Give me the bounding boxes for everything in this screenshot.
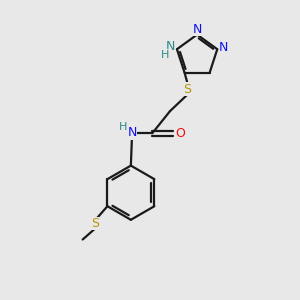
Text: N: N bbox=[166, 40, 175, 53]
Text: N: N bbox=[192, 23, 202, 36]
Text: N: N bbox=[127, 127, 136, 140]
Text: H: H bbox=[118, 122, 127, 132]
Text: S: S bbox=[184, 82, 192, 96]
Text: H: H bbox=[160, 50, 169, 59]
Text: S: S bbox=[91, 217, 99, 230]
Text: O: O bbox=[175, 127, 185, 140]
Text: N: N bbox=[219, 41, 228, 54]
